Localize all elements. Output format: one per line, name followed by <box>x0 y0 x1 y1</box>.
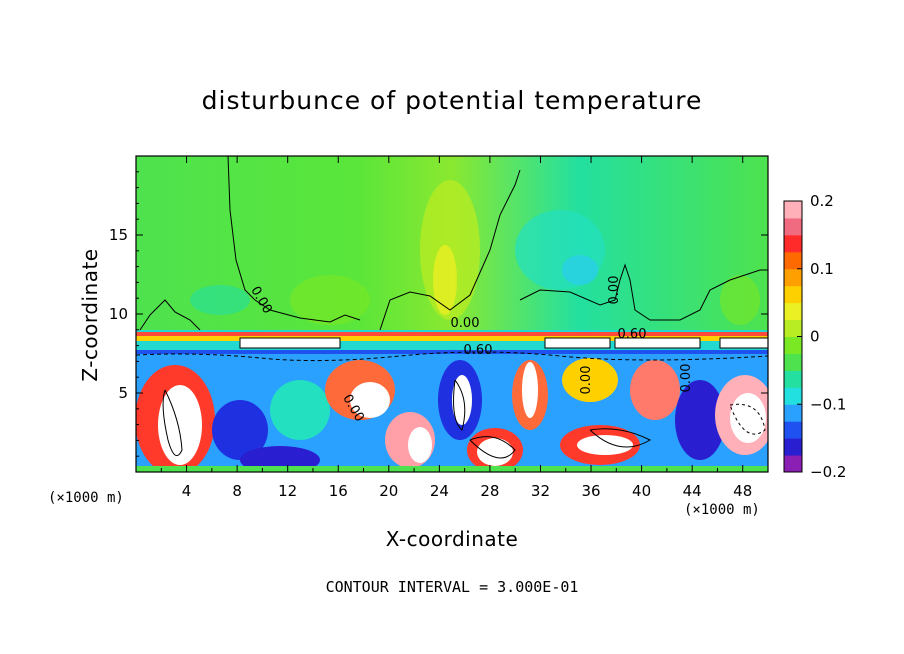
x-tick-label: 40 <box>632 482 651 500</box>
colorbar-segment <box>784 268 802 287</box>
colorbar-tick-label: 0.2 <box>810 192 834 210</box>
x-tick-label: 44 <box>683 482 702 500</box>
colorbar-segment <box>784 336 802 354</box>
x-unit-label-left: (×1000 m) <box>48 490 124 506</box>
potential-temperature-field <box>136 156 768 472</box>
chart-title: disturbunce of potential temperature <box>201 86 703 115</box>
x-tick-label: 28 <box>480 482 499 500</box>
colorbar-segment <box>784 251 802 270</box>
x-axis-label: X-coordinate <box>385 527 519 551</box>
colorbar-segment <box>784 404 802 422</box>
colorbar-tick-label: 0 <box>810 328 820 346</box>
x-tick-label: 36 <box>581 482 600 500</box>
contour-label: 0.00 <box>579 366 594 395</box>
x-tick-label: 4 <box>182 482 192 500</box>
colorbar-segment <box>784 302 802 321</box>
contour-label: 0.00 <box>451 316 480 331</box>
contour-label: 0.60 <box>618 327 647 342</box>
colorbar-segment <box>784 353 802 371</box>
colorbar-segment <box>784 421 802 439</box>
colorbar-segment <box>784 319 802 337</box>
x-tick-label: 20 <box>379 482 398 500</box>
contour-label: 0.60 <box>464 343 493 358</box>
colorbar-tick-label: −0.2 <box>810 463 846 481</box>
colorbar-segment <box>784 455 802 473</box>
x-axis: 4 8 12 16 20 24 28 32 36 40 44 48 <box>160 156 752 500</box>
colorbar-segment <box>784 438 802 456</box>
colorbar <box>783 200 803 473</box>
x-tick-label: 24 <box>430 482 449 500</box>
colorbar-segment <box>784 285 802 304</box>
x-tick-label: 12 <box>278 482 297 500</box>
x-tick-label: 16 <box>329 482 348 500</box>
x-tick-label: 8 <box>232 482 242 500</box>
x-tick-label: 32 <box>531 482 550 500</box>
y-axis: 5 10 15 <box>109 171 768 457</box>
contour-interval-note: CONTOUR INTERVAL = 3.000E-01 <box>325 578 579 596</box>
colorbar-tick-label: −0.1 <box>810 395 846 413</box>
colorbar-segment <box>784 387 802 405</box>
contour-lines <box>136 156 768 459</box>
colorbar-segment <box>784 370 802 388</box>
colorbar-segment <box>784 217 802 236</box>
y-tick-label: 15 <box>109 226 128 244</box>
colorbar-tick-label: 0.1 <box>810 260 834 278</box>
y-tick-label: 10 <box>109 305 128 323</box>
colorbar-segment <box>784 201 802 219</box>
y-tick-label: 5 <box>118 384 128 402</box>
colorbar-ticks: 0.2 0.1 0 −0.1 −0.2 <box>797 192 846 481</box>
x-tick-label: 48 <box>733 482 752 500</box>
colorbar-segment <box>784 234 802 253</box>
contour-label: 0.00 <box>679 364 694 393</box>
x-unit-label-right: (×1000 m) <box>684 502 760 518</box>
contour-label: 0.00 <box>607 276 622 305</box>
